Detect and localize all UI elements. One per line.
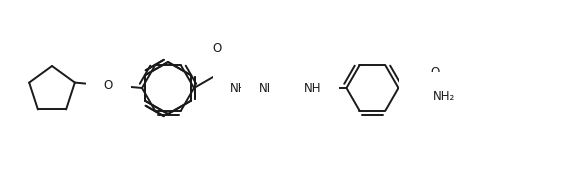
Text: NH: NH [259,81,276,94]
Text: NH: NH [304,81,321,94]
Text: S: S [286,94,294,107]
Text: S: S [417,81,425,94]
Text: NH₂: NH₂ [433,89,455,102]
Text: O: O [104,79,113,92]
Text: NH: NH [230,81,248,94]
Text: O: O [212,43,221,56]
Text: O: O [430,66,439,79]
Text: O: O [430,98,439,111]
